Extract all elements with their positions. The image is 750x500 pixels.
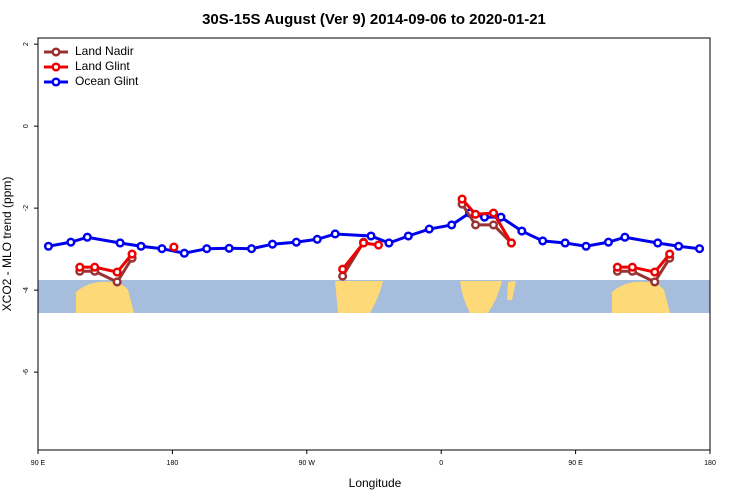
point: [75, 262, 85, 272]
point: [112, 277, 122, 287]
point: [90, 262, 100, 272]
x-tick-label: 90 E: [568, 460, 583, 467]
y-tick-label: -2: [23, 205, 30, 211]
legend-marker: [51, 77, 61, 87]
x-axis-label: Longitude: [349, 476, 402, 490]
point: [403, 231, 413, 241]
point: [560, 238, 570, 248]
point: [246, 244, 257, 254]
plot-frame: [37, 37, 711, 451]
point: [202, 244, 212, 254]
point: [127, 249, 137, 259]
point: [267, 239, 278, 249]
point: [488, 220, 499, 230]
legend-label: Land Glint: [75, 59, 130, 73]
point: [338, 264, 348, 274]
y-tick-label: -4: [23, 287, 30, 293]
point: [115, 238, 125, 248]
map-strip: [38, 280, 710, 313]
point: [447, 220, 457, 230]
point: [612, 262, 622, 272]
point: [82, 232, 92, 242]
point: [650, 277, 660, 287]
point: [650, 267, 660, 277]
x-tick-label: 0: [439, 460, 443, 467]
x-tick-label: 180: [167, 460, 179, 467]
point: [291, 237, 301, 247]
point: [330, 229, 340, 239]
y-tick-label: 0: [23, 124, 30, 128]
point: [538, 236, 548, 246]
y-axis-label: XCO2 - MLO trend (ppm): [0, 177, 14, 312]
point: [424, 224, 434, 234]
x-tick-label: 180: [704, 460, 716, 467]
legend-marker: [51, 47, 61, 57]
y-tick-label: 2: [23, 42, 30, 46]
point: [470, 209, 481, 219]
x-tick-label: 90 E: [31, 460, 46, 467]
point: [506, 238, 516, 248]
point: [358, 238, 369, 248]
y-tick-label: -6: [23, 369, 30, 375]
point: [665, 249, 675, 259]
x-tick-label: 90 W: [299, 460, 316, 467]
point: [620, 232, 630, 242]
point: [312, 234, 322, 244]
point: [674, 241, 684, 251]
point: [488, 208, 499, 218]
point: [43, 241, 54, 251]
point: [470, 220, 481, 230]
point: [517, 226, 527, 236]
point: [457, 194, 467, 204]
point: [179, 248, 189, 258]
series-line: [79, 203, 671, 284]
point: [694, 244, 705, 254]
point: [581, 241, 591, 251]
point: [66, 237, 76, 247]
point: [366, 231, 376, 241]
point: [373, 240, 384, 250]
point: [384, 238, 394, 248]
point: [136, 241, 146, 251]
point: [169, 242, 179, 252]
chart-title: 30S-15S August (Ver 9) 2014-09-06 to 202…: [202, 11, 546, 28]
point: [653, 238, 663, 248]
legend-label: Ocean Glint: [75, 74, 139, 88]
point: [338, 271, 348, 281]
point: [224, 243, 234, 253]
point: [157, 244, 167, 254]
point: [112, 267, 122, 277]
point: [603, 237, 614, 247]
legend-marker: [51, 62, 61, 72]
point: [627, 262, 637, 272]
legend-label: Land Nadir: [75, 44, 134, 58]
